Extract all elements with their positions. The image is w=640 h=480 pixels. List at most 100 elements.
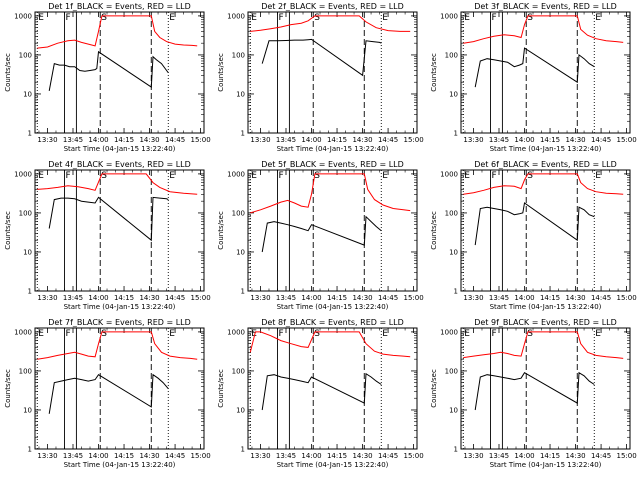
y-tick-label: 10 xyxy=(236,406,245,414)
marker-label: F xyxy=(65,171,70,181)
x-tick-label: 14:30 xyxy=(565,136,585,144)
marker-label: E xyxy=(595,329,601,339)
series-line-lld xyxy=(249,331,411,358)
marker-label: S xyxy=(527,13,533,23)
x-tick-label: 14:30 xyxy=(352,294,372,302)
x-tick-label: 13:30 xyxy=(463,136,483,144)
y-tick-label: 10 xyxy=(23,248,32,256)
plot-frame xyxy=(460,327,631,450)
x-tick-label: 13:30 xyxy=(250,452,270,460)
series-line-lld xyxy=(37,173,198,195)
x-tick-label: 13:45 xyxy=(63,452,83,460)
marker-label: F xyxy=(65,13,70,23)
chart-title: Det 1f_BLACK = Events, RED = LLD xyxy=(48,2,191,11)
chart-title: Det 4f_BLACK = Events, RED = LLD xyxy=(48,160,191,169)
y-tick-label: 10 xyxy=(236,248,245,256)
x-tick-label: 13:30 xyxy=(463,294,483,302)
y-axis-label: Counts/sec xyxy=(217,369,225,408)
subplot-1: Det 1f_BLACK = Events, RED = LLD Counts/s… xyxy=(4,2,211,153)
x-tick-label: 14:15 xyxy=(114,294,134,302)
marker-label: E xyxy=(464,13,470,23)
x-tick-label: 14:45 xyxy=(378,294,398,302)
x-tick-label: 13:45 xyxy=(276,294,296,302)
x-tick-label: 14:00 xyxy=(301,294,321,302)
y-axis-label: Counts/sec xyxy=(430,53,438,92)
y-axis-label: Counts/sec xyxy=(4,53,12,92)
x-axis-label: Start Time (04-Jan-15 13:22:40) xyxy=(490,461,602,469)
x-axis-label: Start Time (04-Jan-15 13:22:40) xyxy=(490,145,602,153)
series-line-events xyxy=(261,38,382,77)
y-axis-label: Counts/sec xyxy=(4,369,12,408)
marker-label: F xyxy=(278,171,283,181)
series-line-lld xyxy=(463,331,624,359)
x-tick-label: 14:45 xyxy=(165,294,185,302)
x-tick-label: 14:00 xyxy=(514,294,534,302)
x-axis-label: Start Time (04-Jan-15 13:22:40) xyxy=(64,461,176,469)
marker-label: F xyxy=(278,13,283,23)
series-line-lld xyxy=(37,331,198,360)
y-axis-label: Counts/sec xyxy=(430,369,438,408)
marker-label: F xyxy=(278,329,283,339)
y-tick-label: 100 xyxy=(232,367,245,375)
subplot-4: Det 4f_BLACK = Events, RED = LLD Counts/s… xyxy=(4,160,211,311)
y-tick-label: 100 xyxy=(232,209,245,217)
y-tick-label: 1 xyxy=(241,288,245,296)
y-tick-label: 100 xyxy=(445,209,458,217)
plot-frame xyxy=(247,169,418,292)
y-tick-label: 1 xyxy=(241,446,245,454)
x-tick-label: 15:00 xyxy=(404,294,424,302)
series-line-events xyxy=(474,371,595,411)
x-tick-label: 15:00 xyxy=(404,452,424,460)
subplot-2: Det 2f_BLACK = Events, RED = LLD Counts/s… xyxy=(217,2,424,153)
y-tick-label: 10 xyxy=(23,406,32,414)
marker-label: E xyxy=(169,13,175,23)
x-tick-label: 14:00 xyxy=(514,452,534,460)
x-tick-label: 14:15 xyxy=(540,136,560,144)
y-tick-label: 10 xyxy=(449,248,458,256)
series-line-events xyxy=(261,215,382,253)
subplot-9: Det 9f_BLACK = Events, RED = LLD Counts/s… xyxy=(430,318,637,469)
x-tick-label: 14:30 xyxy=(139,452,159,460)
x-tick-label: 13:45 xyxy=(276,452,296,460)
y-tick-label: 10 xyxy=(23,90,32,98)
y-tick-label: 1000 xyxy=(440,328,458,336)
marker-label: E xyxy=(169,171,175,181)
marker-label: E xyxy=(595,13,601,23)
x-tick-label: 14:45 xyxy=(591,136,611,144)
x-tick-label: 14:30 xyxy=(352,452,372,460)
x-tick-label: 14:30 xyxy=(565,294,585,302)
y-tick-label: 1000 xyxy=(440,170,458,178)
y-tick-label: 1000 xyxy=(440,12,458,20)
y-tick-label: 10 xyxy=(236,90,245,98)
x-tick-label: 15:00 xyxy=(617,136,637,144)
y-axis-label: Counts/sec xyxy=(217,53,225,92)
x-tick-label: 14:30 xyxy=(565,452,585,460)
x-tick-label: 13:45 xyxy=(489,452,509,460)
y-tick-label: 1 xyxy=(454,446,458,454)
subplot-5: Det 5f_BLACK = Events, RED = LLD Counts/s… xyxy=(217,160,424,311)
plot-frame xyxy=(34,169,205,292)
chart-title: Det 8f_BLACK = Events, RED = LLD xyxy=(261,318,404,327)
x-tick-label: 15:00 xyxy=(191,294,211,302)
series-line-events xyxy=(48,373,169,414)
y-tick-label: 100 xyxy=(19,209,32,217)
x-tick-label: 14:00 xyxy=(301,136,321,144)
y-axis-label: Counts/sec xyxy=(217,211,225,250)
x-tick-label: 15:00 xyxy=(404,136,424,144)
series-line-lld xyxy=(463,173,624,195)
x-tick-label: 14:00 xyxy=(88,294,108,302)
series-line-events xyxy=(474,47,595,88)
series-line-lld xyxy=(250,173,411,214)
x-tick-label: 13:45 xyxy=(63,294,83,302)
marker-label: E xyxy=(251,13,257,23)
subplot-6: Det 6f_BLACK = Events, RED = LLD Counts/s… xyxy=(430,160,637,311)
y-tick-label: 1000 xyxy=(227,328,245,336)
x-tick-label: 13:30 xyxy=(37,136,57,144)
marker-label: E xyxy=(464,329,470,339)
marker-label: S xyxy=(101,13,107,23)
marker-label: F xyxy=(491,13,496,23)
x-tick-label: 15:00 xyxy=(191,452,211,460)
series-line-events xyxy=(474,202,595,246)
